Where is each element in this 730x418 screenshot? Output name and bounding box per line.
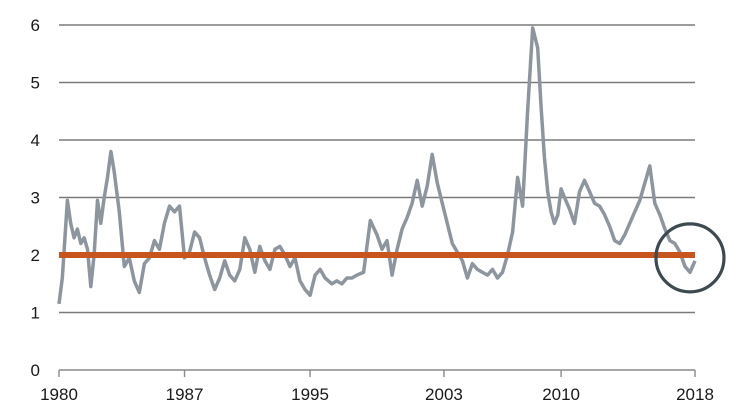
annotation-group — [654, 222, 726, 294]
y-tick-label: 5 — [31, 74, 40, 93]
y-tick-label: 0 — [31, 361, 40, 380]
highlight-circle — [654, 222, 726, 294]
y-tick-label: 1 — [31, 304, 40, 323]
y-axis-labels: 0 1 2 3 4 5 6 — [31, 16, 40, 380]
y-tick-label: 4 — [31, 131, 40, 150]
x-tick-label: 2010 — [542, 385, 580, 404]
x-axis — [58, 369, 696, 377]
series-line — [57, 26, 697, 305]
x-tick-label: 1995 — [291, 385, 329, 404]
x-axis-labels: 1980 1987 1995 2003 2010 2018 — [40, 385, 714, 404]
x-tick-label: 2018 — [676, 385, 714, 404]
x-tick-label: 2003 — [425, 385, 463, 404]
y-tick-label: 6 — [31, 16, 40, 35]
y-tick-label: 2 — [31, 246, 40, 265]
series-group — [57, 26, 697, 305]
x-tick-label: 1980 — [40, 385, 78, 404]
grid-lines — [59, 24, 695, 314]
x-tick-label: 1987 — [166, 385, 204, 404]
y-tick-label: 3 — [31, 189, 40, 208]
